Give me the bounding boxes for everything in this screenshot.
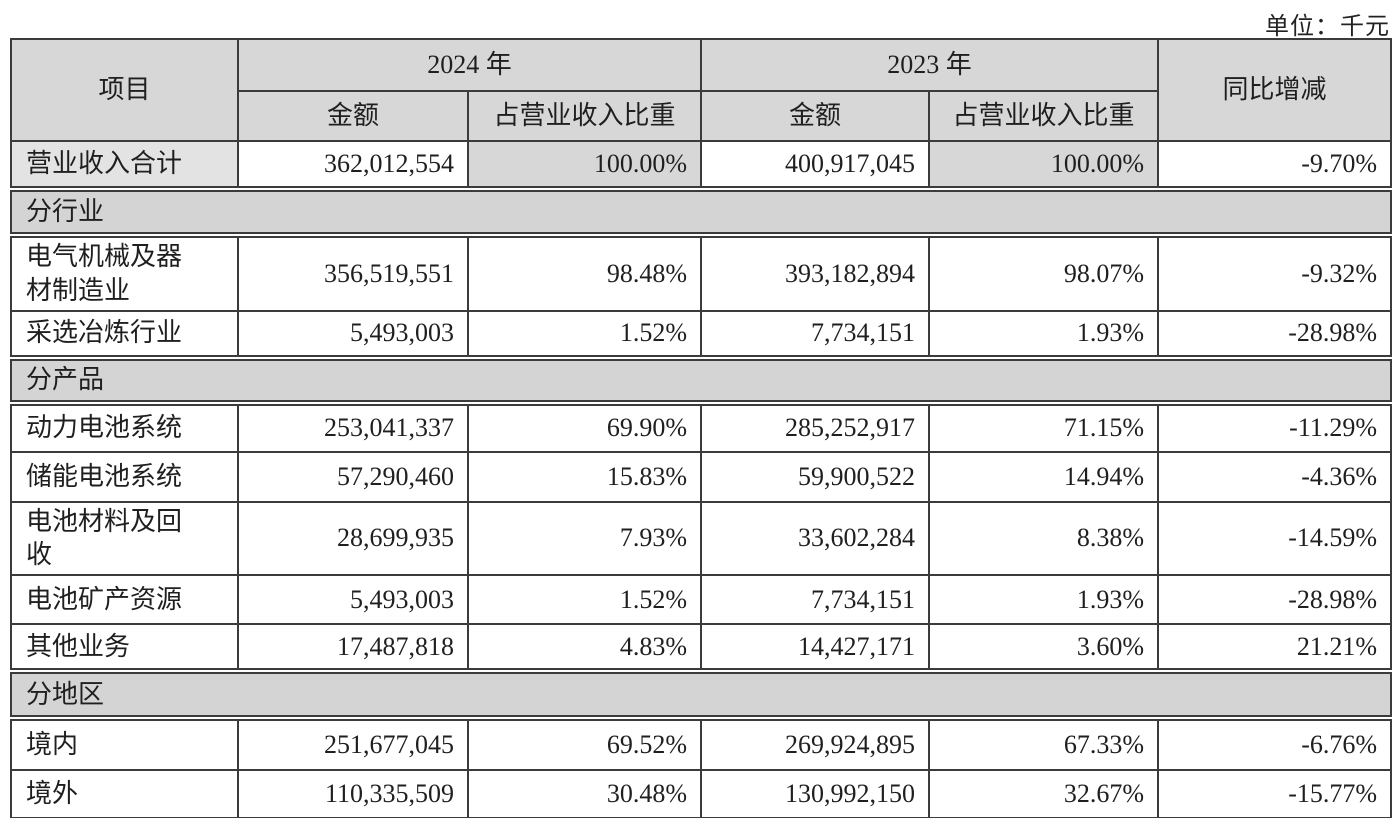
- table-row-total: 营业收入合计 362,012,554 100.00% 400,917,045 1…: [10, 140, 1393, 190]
- cell-amount-2024: 362,012,554: [237, 140, 469, 190]
- cell-yoy: -4.36%: [1157, 450, 1393, 503]
- cell-pct-2024: 100.00%: [466, 140, 703, 190]
- cell-pct-2024: 69.90%: [466, 401, 703, 453]
- row-label: 电气机械及器材制造业: [10, 234, 239, 312]
- cell-yoy: -14.59%: [1157, 500, 1393, 577]
- cell-amount-2024: 57,290,460: [237, 450, 469, 503]
- row-label: 电池矿产资源: [10, 574, 239, 626]
- row-label: 境内: [10, 717, 239, 772]
- cell-pct-2024: 69.52%: [466, 717, 703, 772]
- cell-pct-2024: 98.48%: [466, 234, 703, 312]
- cell-amount-2024: 5,493,003: [237, 574, 469, 626]
- cell-amount-2024: 251,677,045: [237, 717, 469, 772]
- row-label: 储能电池系统: [10, 450, 239, 503]
- cell-amount-2023: 269,924,895: [700, 717, 931, 772]
- col-header-amount-2024: 金额: [237, 90, 469, 142]
- cell-amount-2024: 110,335,509: [237, 769, 469, 818]
- cell-amount-2023: 7,734,151: [700, 574, 931, 626]
- table-row: 其他业务 17,487,818 4.83% 14,427,171 3.60% 2…: [10, 623, 1393, 673]
- cell-pct-2023: 100.00%: [928, 140, 1160, 190]
- cell-yoy: -28.98%: [1157, 574, 1393, 626]
- cell-amount-2023: 33,602,284: [700, 500, 931, 577]
- cell-pct-2024: 1.52%: [466, 309, 703, 359]
- cell-pct-2023: 98.07%: [928, 234, 1160, 312]
- cell-amount-2023: 400,917,045: [700, 140, 931, 190]
- cell-amount-2023: 7,734,151: [700, 309, 931, 359]
- section-row-by-industry: 分行业: [9, 186, 1393, 238]
- cell-amount-2023: 285,252,917: [700, 401, 931, 453]
- cell-amount-2024: 356,519,551: [237, 234, 469, 312]
- col-header-item: 项目: [10, 38, 239, 142]
- table-row: 境内 251,677,045 69.52% 269,924,895 67.33%…: [10, 717, 1393, 772]
- col-header-pct-2023: 占营业收入比重: [928, 90, 1160, 142]
- cell-pct-2023: 8.38%: [928, 500, 1160, 577]
- cell-yoy: -9.70%: [1157, 140, 1393, 190]
- table-row: 境外 110,335,509 30.48% 130,992,150 32.67%…: [10, 769, 1393, 818]
- col-header-amount-2023: 金额: [700, 90, 931, 142]
- cell-pct-2024: 15.83%: [466, 450, 703, 503]
- section-row-by-product: 分产品: [9, 354, 1393, 406]
- cell-pct-2024: 30.48%: [466, 769, 703, 818]
- cell-amount-2024: 17,487,818: [237, 623, 469, 673]
- row-label: 电池材料及回收: [10, 500, 239, 577]
- cell-yoy: -6.76%: [1157, 717, 1393, 772]
- cell-pct-2023: 32.67%: [928, 769, 1160, 818]
- unit-label: 单位：千元: [1265, 14, 1390, 40]
- col-header-2023: 2023 年: [700, 38, 1160, 92]
- cell-yoy: -15.77%: [1157, 769, 1393, 818]
- table-row: 储能电池系统 57,290,460 15.83% 59,900,522 14.9…: [10, 450, 1393, 503]
- cell-amount-2024: 5,493,003: [237, 309, 469, 359]
- revenue-breakdown-table: 项目 2024 年 2023 年 同比增减 金额 占营业收入比重 金额 占营业收…: [9, 38, 1393, 818]
- cell-amount-2023: 14,427,171: [700, 623, 931, 673]
- cell-pct-2023: 1.93%: [928, 574, 1160, 626]
- row-label: 采选冶炼行业: [10, 309, 239, 359]
- col-header-pct-2024: 占营业收入比重: [466, 90, 703, 142]
- row-label: 境外: [10, 769, 239, 818]
- table-row: 电气机械及器材制造业 356,519,551 98.48% 393,182,89…: [10, 234, 1393, 312]
- row-label: 营业收入合计: [10, 140, 239, 190]
- table-row: 采选冶炼行业 5,493,003 1.52% 7,734,151 1.93% -…: [10, 309, 1393, 359]
- section-row-by-region: 分地区: [9, 668, 1393, 722]
- cell-pct-2023: 14.94%: [928, 450, 1160, 503]
- cell-amount-2024: 28,699,935: [237, 500, 469, 577]
- table-row: 电池矿产资源 5,493,003 1.52% 7,734,151 1.93% -…: [10, 574, 1393, 626]
- cell-yoy: -11.29%: [1157, 401, 1393, 453]
- cell-amount-2023: 59,900,522: [700, 450, 931, 503]
- cell-amount-2023: 393,182,894: [700, 234, 931, 312]
- section-label: 分产品: [9, 354, 1393, 406]
- table-row: 电池材料及回收 28,699,935 7.93% 33,602,284 8.38…: [10, 500, 1393, 577]
- cell-amount-2024: 253,041,337: [237, 401, 469, 453]
- col-header-2024: 2024 年: [236, 38, 703, 92]
- cell-pct-2023: 1.93%: [928, 309, 1160, 359]
- header-row-years: 项目 2024 年 2023 年 同比增减: [10, 38, 1393, 142]
- cell-yoy: -28.98%: [1157, 309, 1393, 359]
- cell-amount-2023: 130,992,150: [700, 769, 931, 818]
- cell-pct-2024: 4.83%: [466, 623, 703, 673]
- cell-pct-2023: 71.15%: [928, 401, 1160, 453]
- col-header-yoy: 同比增减: [1157, 38, 1393, 142]
- cell-pct-2023: 3.60%: [928, 623, 1160, 673]
- cell-pct-2024: 1.52%: [466, 574, 703, 626]
- cell-pct-2024: 7.93%: [466, 500, 703, 577]
- cell-yoy: -9.32%: [1157, 234, 1393, 312]
- cell-pct-2023: 67.33%: [928, 717, 1160, 772]
- section-label: 分行业: [9, 186, 1393, 238]
- row-label: 其他业务: [10, 623, 239, 673]
- section-label: 分地区: [9, 668, 1393, 722]
- table-row: 动力电池系统 253,041,337 69.90% 285,252,917 71…: [10, 401, 1393, 453]
- cell-yoy: 21.21%: [1157, 623, 1393, 673]
- row-label: 动力电池系统: [10, 401, 239, 453]
- header-row-measures: 金额 占营业收入比重 金额 占营业收入比重: [11, 90, 1391, 142]
